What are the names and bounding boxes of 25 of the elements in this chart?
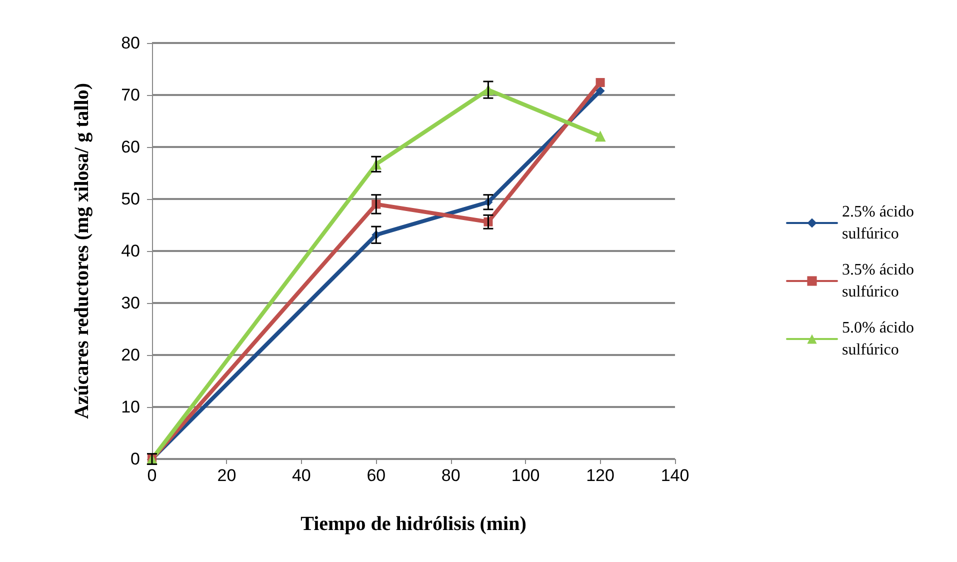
- y-tick-label: 50: [121, 190, 140, 208]
- x-tick-label: 60: [366, 466, 386, 485]
- legend-label: 3.5% ácido sulfúrico: [842, 262, 918, 300]
- x-tick-label: 120: [586, 466, 614, 485]
- y-tick-label: 70: [121, 86, 140, 104]
- y-tick-label: 40: [121, 242, 140, 260]
- y-axis-title: Azúcares reductores (mg xilosa/ g tallo): [71, 82, 93, 420]
- point: [596, 86, 605, 96]
- x-tick-label: 140: [660, 466, 690, 485]
- y-tick-label: 20: [121, 346, 140, 364]
- y-tick-label: 30: [121, 294, 140, 312]
- x-tick-label: 20: [217, 466, 236, 485]
- x-axis-title: Tiempo de hidrólisis (min): [300, 513, 526, 535]
- point: [596, 78, 605, 88]
- x-tick-label: 100: [511, 466, 540, 485]
- legend-label: 5.0% ácido sulfúrico: [842, 320, 918, 358]
- point: [594, 130, 606, 142]
- y-tick-label: 0: [130, 450, 140, 468]
- x-tick-label: 40: [292, 466, 311, 485]
- x-tick-label: 0: [147, 466, 157, 485]
- y-tick-label: 10: [121, 398, 140, 416]
- legend-label: 2.5% ácido sulfúrico: [842, 204, 918, 242]
- y-tick-label: 60: [121, 138, 140, 156]
- x-tick-label: 80: [441, 466, 460, 485]
- y-tick-label: 80: [121, 34, 140, 52]
